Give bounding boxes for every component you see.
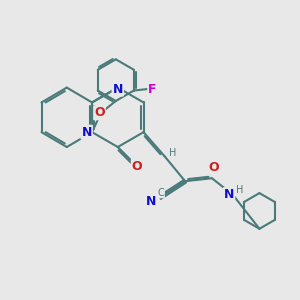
Text: O: O (94, 106, 105, 119)
Text: N: N (224, 188, 234, 201)
Text: N: N (146, 195, 157, 208)
Text: H: H (169, 148, 176, 158)
Text: C: C (158, 188, 165, 198)
Text: O: O (132, 160, 142, 173)
Text: N: N (112, 82, 123, 96)
Text: F: F (148, 82, 157, 96)
Text: O: O (208, 161, 219, 174)
Text: N: N (82, 126, 92, 139)
Text: H: H (236, 185, 243, 195)
